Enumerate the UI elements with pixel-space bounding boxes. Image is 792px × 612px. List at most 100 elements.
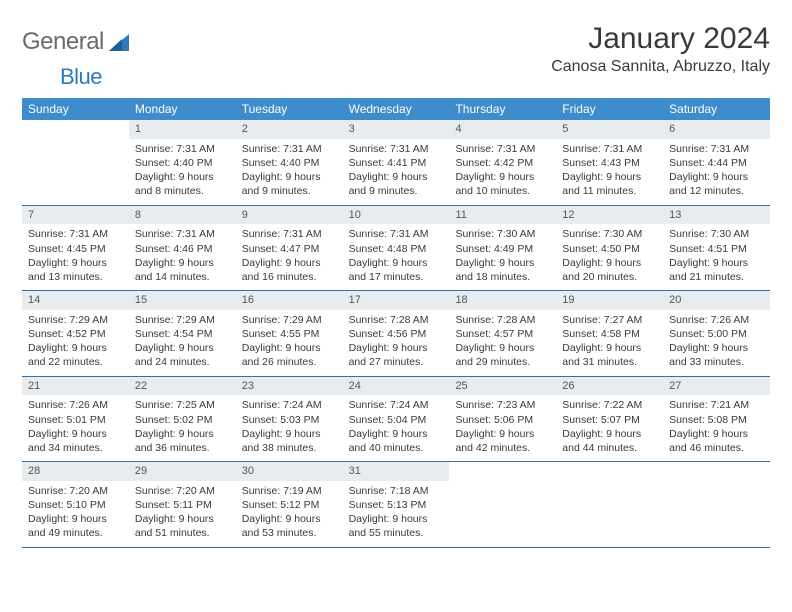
day-cell: 9Sunrise: 7:31 AMSunset: 4:47 PMDaylight… [236, 206, 343, 291]
daylight-line: Daylight: 9 hours and 16 minutes. [242, 256, 337, 284]
day-cell: 24Sunrise: 7:24 AMSunset: 5:04 PMDayligh… [343, 377, 450, 462]
day-number: 4 [449, 120, 556, 139]
day-body: Sunrise: 7:24 AMSunset: 5:04 PMDaylight:… [343, 395, 450, 461]
sunrise-line: Sunrise: 7:31 AM [242, 227, 337, 241]
daylight-line: Daylight: 9 hours and 14 minutes. [135, 256, 230, 284]
day-number: 13 [663, 206, 770, 225]
day-body: Sunrise: 7:28 AMSunset: 4:56 PMDaylight:… [343, 310, 450, 376]
brand-triangle-icon [108, 31, 130, 53]
sunrise-line: Sunrise: 7:31 AM [562, 142, 657, 156]
day-cell: 8Sunrise: 7:31 AMSunset: 4:46 PMDaylight… [129, 206, 236, 291]
sunrise-line: Sunrise: 7:24 AM [242, 398, 337, 412]
day-number: 8 [129, 206, 236, 225]
day-number: 12 [556, 206, 663, 225]
day-number: 11 [449, 206, 556, 225]
daylight-line: Daylight: 9 hours and 34 minutes. [28, 427, 123, 455]
sunrise-line: Sunrise: 7:26 AM [28, 398, 123, 412]
sunset-line: Sunset: 5:10 PM [28, 498, 123, 512]
day-body: Sunrise: 7:31 AMSunset: 4:46 PMDaylight:… [129, 224, 236, 290]
sunrise-line: Sunrise: 7:18 AM [349, 484, 444, 498]
weekday-header: Monday [129, 98, 236, 120]
sunrise-line: Sunrise: 7:29 AM [242, 313, 337, 327]
day-number: 18 [449, 291, 556, 310]
day-number: 26 [556, 377, 663, 396]
day-number: 5 [556, 120, 663, 139]
sunset-line: Sunset: 5:06 PM [455, 413, 550, 427]
daylight-line: Daylight: 9 hours and 26 minutes. [242, 341, 337, 369]
day-body: Sunrise: 7:31 AMSunset: 4:42 PMDaylight:… [449, 139, 556, 205]
daylight-line: Daylight: 9 hours and 55 minutes. [349, 512, 444, 540]
daylight-line: Daylight: 9 hours and 10 minutes. [455, 170, 550, 198]
day-body: Sunrise: 7:26 AMSunset: 5:00 PMDaylight:… [663, 310, 770, 376]
daylight-line: Daylight: 9 hours and 44 minutes. [562, 427, 657, 455]
location-label: Canosa Sannita, Abruzzo, Italy [551, 58, 770, 76]
sunset-line: Sunset: 4:49 PM [455, 242, 550, 256]
week-row: 28Sunrise: 7:20 AMSunset: 5:10 PMDayligh… [22, 462, 770, 548]
sunrise-line: Sunrise: 7:31 AM [135, 142, 230, 156]
day-number: 21 [22, 377, 129, 396]
sunset-line: Sunset: 5:00 PM [669, 327, 764, 341]
day-cell: 7Sunrise: 7:31 AMSunset: 4:45 PMDaylight… [22, 206, 129, 291]
week-row: 14Sunrise: 7:29 AMSunset: 4:52 PMDayligh… [22, 291, 770, 377]
day-cell: 1Sunrise: 7:31 AMSunset: 4:40 PMDaylight… [129, 120, 236, 205]
day-number: 17 [343, 291, 450, 310]
sunset-line: Sunset: 5:12 PM [242, 498, 337, 512]
calendar-body: . 1Sunrise: 7:31 AMSunset: 4:40 PMDayligh… [22, 120, 770, 548]
day-cell: . [449, 462, 556, 547]
sunrise-line: Sunrise: 7:29 AM [28, 313, 123, 327]
day-number: 15 [129, 291, 236, 310]
daylight-line: Daylight: 9 hours and 17 minutes. [349, 256, 444, 284]
day-body: Sunrise: 7:31 AMSunset: 4:45 PMDaylight:… [22, 224, 129, 290]
daylight-line: Daylight: 9 hours and 21 minutes. [669, 256, 764, 284]
weekday-header-row: SundayMondayTuesdayWednesdayThursdayFrid… [22, 98, 770, 120]
day-cell: 19Sunrise: 7:27 AMSunset: 4:58 PMDayligh… [556, 291, 663, 376]
calendar: SundayMondayTuesdayWednesdayThursdayFrid… [22, 98, 770, 548]
day-cell: 31Sunrise: 7:18 AMSunset: 5:13 PMDayligh… [343, 462, 450, 547]
week-row: .1Sunrise: 7:31 AMSunset: 4:40 PMDayligh… [22, 120, 770, 206]
day-number: 30 [236, 462, 343, 481]
day-number: 3 [343, 120, 450, 139]
day-body: Sunrise: 7:23 AMSunset: 5:06 PMDaylight:… [449, 395, 556, 461]
daylight-line: Daylight: 9 hours and 22 minutes. [28, 341, 123, 369]
sunrise-line: Sunrise: 7:24 AM [349, 398, 444, 412]
day-number: 28 [22, 462, 129, 481]
day-cell: 29Sunrise: 7:20 AMSunset: 5:11 PMDayligh… [129, 462, 236, 547]
day-body: Sunrise: 7:27 AMSunset: 4:58 PMDaylight:… [556, 310, 663, 376]
day-body: Sunrise: 7:29 AMSunset: 4:55 PMDaylight:… [236, 310, 343, 376]
sunset-line: Sunset: 4:43 PM [562, 156, 657, 170]
sunrise-line: Sunrise: 7:23 AM [455, 398, 550, 412]
day-cell: 15Sunrise: 7:29 AMSunset: 4:54 PMDayligh… [129, 291, 236, 376]
day-cell: 10Sunrise: 7:31 AMSunset: 4:48 PMDayligh… [343, 206, 450, 291]
month-title: January 2024 [551, 22, 770, 56]
day-cell: 30Sunrise: 7:19 AMSunset: 5:12 PMDayligh… [236, 462, 343, 547]
sunset-line: Sunset: 5:01 PM [28, 413, 123, 427]
day-number: 6 [663, 120, 770, 139]
day-body: Sunrise: 7:18 AMSunset: 5:13 PMDaylight:… [343, 481, 450, 547]
day-number: 20 [663, 291, 770, 310]
sunset-line: Sunset: 4:55 PM [242, 327, 337, 341]
weekday-header: Thursday [449, 98, 556, 120]
sunset-line: Sunset: 5:11 PM [135, 498, 230, 512]
sunset-line: Sunset: 4:44 PM [669, 156, 764, 170]
day-body: Sunrise: 7:22 AMSunset: 5:07 PMDaylight:… [556, 395, 663, 461]
daylight-line: Daylight: 9 hours and 46 minutes. [669, 427, 764, 455]
day-body: Sunrise: 7:29 AMSunset: 4:52 PMDaylight:… [22, 310, 129, 376]
day-number: 7 [22, 206, 129, 225]
day-cell: 21 Sunrise: 7:26 AMSunset: 5:01 PMDayligh… [22, 377, 129, 462]
weekday-header: Friday [556, 98, 663, 120]
week-row: 21Sunrise: 7:26 AMSunset: 5:01 PMDayligh… [22, 377, 770, 463]
day-cell: 11Sunrise: 7:30 AMSunset: 4:49 PMDayligh… [449, 206, 556, 291]
day-cell: 5Sunrise: 7:31 AMSunset: 4:43 PMDaylight… [556, 120, 663, 205]
sunrise-line: Sunrise: 7:27 AM [562, 313, 657, 327]
daylight-line: Daylight: 9 hours and 9 minutes. [242, 170, 337, 198]
sunrise-line: Sunrise: 7:25 AM [135, 398, 230, 412]
daylight-line: Daylight: 9 hours and 38 minutes. [242, 427, 337, 455]
sunrise-line: Sunrise: 7:31 AM [455, 142, 550, 156]
sunset-line: Sunset: 4:47 PM [242, 242, 337, 256]
sunset-line: Sunset: 4:45 PM [28, 242, 123, 256]
day-cell: 12Sunrise: 7:30 AMSunset: 4:50 PMDayligh… [556, 206, 663, 291]
sunset-line: Sunset: 5:07 PM [562, 413, 657, 427]
day-body: Sunrise: 7:24 AMSunset: 5:03 PMDaylight:… [236, 395, 343, 461]
day-cell: . [663, 462, 770, 547]
weekday-header: Wednesday [343, 98, 450, 120]
